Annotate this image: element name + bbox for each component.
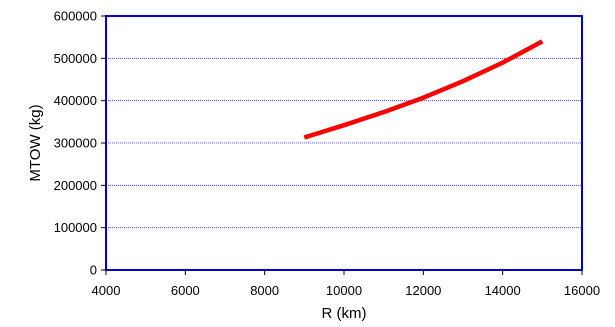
y-tick-label: 600000 bbox=[54, 9, 97, 24]
y-tick-label: 100000 bbox=[54, 220, 97, 235]
x-tick-label: 16000 bbox=[564, 283, 600, 298]
series-line bbox=[303, 39, 544, 140]
x-tick-label: 6000 bbox=[171, 283, 200, 298]
y-tick-label: 400000 bbox=[54, 93, 97, 108]
y-axis-ticks: 0 100000 200000 300000 400000 500000 600000 bbox=[54, 9, 106, 278]
x-axis-ticks: 4000 6000 8000 10000 12000 14000 16000 bbox=[92, 270, 600, 298]
x-tick-label: 14000 bbox=[485, 283, 521, 298]
y-tick-label: 0 bbox=[90, 263, 97, 278]
y-axis-label: MTOW (kg) bbox=[27, 104, 44, 181]
x-tick-label: 8000 bbox=[250, 283, 279, 298]
y-tick-label: 500000 bbox=[54, 51, 97, 66]
x-tick-label: 10000 bbox=[326, 283, 362, 298]
x-tick-label: 4000 bbox=[92, 283, 121, 298]
x-tick-label: 12000 bbox=[405, 283, 441, 298]
gridlines bbox=[106, 57, 582, 229]
x-axis-label: R (km) bbox=[322, 305, 367, 322]
y-tick-label: 200000 bbox=[54, 178, 97, 193]
series-layer bbox=[303, 39, 544, 140]
y-tick-label: 300000 bbox=[54, 136, 97, 151]
